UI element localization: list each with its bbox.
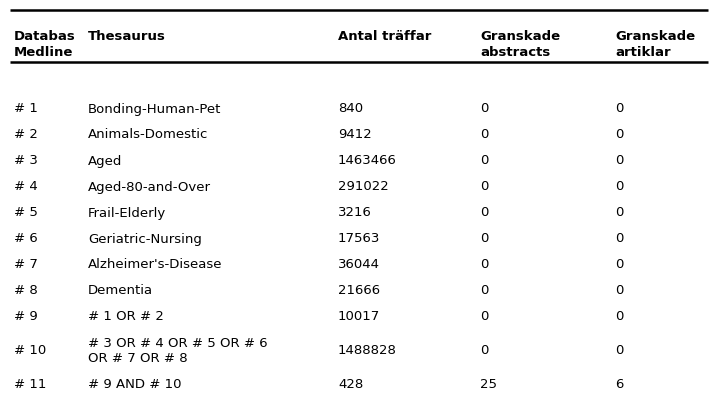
Text: 0: 0 bbox=[480, 310, 488, 324]
Text: 0: 0 bbox=[615, 310, 623, 324]
Text: 0: 0 bbox=[615, 345, 623, 358]
Text: Databas
Medline: Databas Medline bbox=[14, 30, 76, 59]
Text: 0: 0 bbox=[480, 128, 488, 141]
Text: 0: 0 bbox=[615, 259, 623, 272]
Text: # 3 OR # 4 OR # 5 OR # 6
OR # 7 OR # 8: # 3 OR # 4 OR # 5 OR # 6 OR # 7 OR # 8 bbox=[88, 337, 268, 365]
Text: # 4: # 4 bbox=[14, 181, 38, 194]
Text: 0: 0 bbox=[480, 259, 488, 272]
Text: 21666: 21666 bbox=[338, 284, 380, 297]
Text: # 5: # 5 bbox=[14, 206, 38, 219]
Text: # 3: # 3 bbox=[14, 154, 38, 168]
Text: # 8: # 8 bbox=[14, 284, 38, 297]
Text: 0: 0 bbox=[615, 206, 623, 219]
Text: Dementia: Dementia bbox=[88, 284, 153, 297]
Text: # 6: # 6 bbox=[14, 232, 38, 246]
Text: # 1: # 1 bbox=[14, 103, 38, 116]
Text: Granskade
artiklar: Granskade artiklar bbox=[615, 30, 695, 59]
Text: 0: 0 bbox=[615, 181, 623, 194]
Text: 0: 0 bbox=[615, 154, 623, 168]
Text: Aged-80-and-Over: Aged-80-and-Over bbox=[88, 181, 211, 194]
Text: 10017: 10017 bbox=[338, 310, 381, 324]
Text: # 11: # 11 bbox=[14, 379, 47, 392]
Text: 1488828: 1488828 bbox=[338, 345, 397, 358]
Text: 1463466: 1463466 bbox=[338, 154, 397, 168]
Text: # 7: # 7 bbox=[14, 259, 38, 272]
Text: 291022: 291022 bbox=[338, 181, 388, 194]
Text: Bonding-Human-Pet: Bonding-Human-Pet bbox=[88, 103, 221, 116]
Text: 6: 6 bbox=[615, 379, 623, 392]
Text: 3216: 3216 bbox=[338, 206, 372, 219]
Text: 0: 0 bbox=[480, 154, 488, 168]
Text: Frail-Elderly: Frail-Elderly bbox=[88, 206, 167, 219]
Text: Alzheimer's-Disease: Alzheimer's-Disease bbox=[88, 259, 223, 272]
Text: 0: 0 bbox=[480, 345, 488, 358]
Text: 25: 25 bbox=[480, 379, 497, 392]
Text: Geriatric-Nursing: Geriatric-Nursing bbox=[88, 232, 202, 246]
Text: 0: 0 bbox=[480, 232, 488, 246]
Text: Animals-Domestic: Animals-Domestic bbox=[88, 128, 208, 141]
Text: Aged: Aged bbox=[88, 154, 122, 168]
Text: 0: 0 bbox=[615, 128, 623, 141]
Text: 17563: 17563 bbox=[338, 232, 381, 246]
Text: # 9: # 9 bbox=[14, 310, 38, 324]
Text: Thesaurus: Thesaurus bbox=[88, 30, 166, 43]
Text: # 10: # 10 bbox=[14, 345, 46, 358]
Text: 0: 0 bbox=[615, 284, 623, 297]
Text: 36044: 36044 bbox=[338, 259, 380, 272]
Text: 0: 0 bbox=[480, 103, 488, 116]
Text: # 2: # 2 bbox=[14, 128, 38, 141]
Text: # 9 AND # 10: # 9 AND # 10 bbox=[88, 379, 182, 392]
Text: 0: 0 bbox=[480, 181, 488, 194]
Text: Antal träffar: Antal träffar bbox=[338, 30, 432, 43]
Text: 0: 0 bbox=[480, 284, 488, 297]
Text: 0: 0 bbox=[615, 103, 623, 116]
Text: # 1 OR # 2: # 1 OR # 2 bbox=[88, 310, 164, 324]
Text: 0: 0 bbox=[615, 232, 623, 246]
Text: 840: 840 bbox=[338, 103, 363, 116]
Text: 9412: 9412 bbox=[338, 128, 372, 141]
Text: 0: 0 bbox=[480, 206, 488, 219]
Text: 428: 428 bbox=[338, 379, 363, 392]
Text: Granskade
abstracts: Granskade abstracts bbox=[480, 30, 560, 59]
